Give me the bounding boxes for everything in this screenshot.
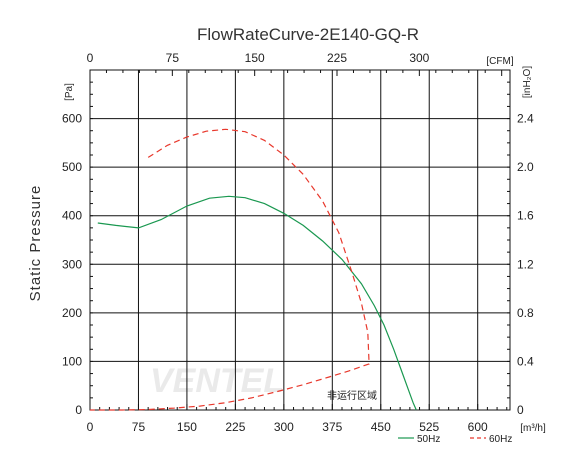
- x-tick-label-8: 600: [468, 420, 488, 434]
- x-tick-label-4: 300: [274, 420, 294, 434]
- x-tick-label-0: 0: [87, 420, 94, 434]
- x-tick-label-5: 375: [322, 420, 342, 434]
- x-tick-label-7: 525: [419, 420, 439, 434]
- x-top-tick-label-4: 300: [409, 51, 429, 65]
- x-top-tick-label-2: 150: [245, 51, 265, 65]
- x-tick-label-2: 150: [177, 420, 197, 434]
- series-layer: [90, 128, 417, 411]
- x-bottom-tick-labels: 0 75 150 225 300 375 450 525 600: [87, 420, 488, 434]
- minor-ticks: [89, 69, 510, 411]
- y-left-tick-label-6: 600: [62, 112, 82, 126]
- chart-title: FlowRateCurve-2E140-GQ-R: [197, 25, 419, 44]
- y-right-tick-label-5: 2.0: [517, 160, 534, 174]
- y-left-tick-label-3: 300: [62, 257, 82, 271]
- y-right-tick-label-1: 0.4: [517, 354, 534, 368]
- y-left-unit: [Pa]: [64, 83, 75, 101]
- x-bottom-unit: [m³/h]: [520, 423, 546, 434]
- watermark: VENTEL: [150, 362, 284, 400]
- x-tick-label-1: 75: [132, 420, 146, 434]
- y-left-tick-label-4: 400: [62, 209, 82, 223]
- x-top-unit: [CFM]: [486, 56, 513, 67]
- y-left-tick-label-5: 500: [62, 160, 82, 174]
- x-top-tick-labels: 0 75 150 225 300: [87, 51, 430, 65]
- plot-frame: [89, 69, 511, 411]
- y-left-tick-label-0: 0: [75, 403, 82, 417]
- x-tick-label-3: 225: [225, 420, 245, 434]
- x-tick-label-6: 450: [371, 420, 391, 434]
- y-right-tick-label-6: 2.4: [517, 112, 534, 126]
- y-right-tick-label-4: 1.6: [517, 209, 534, 223]
- series-line-50Hz: [97, 195, 417, 411]
- x-top-tick-label-0: 0: [87, 51, 94, 65]
- y-right-tick-label-2: 0.8: [517, 306, 534, 320]
- legend-label-50Hz: 50Hz: [417, 434, 440, 445]
- y-right-tick-label-3: 1.2: [517, 257, 534, 271]
- x-top-tick-label-3: 225: [327, 51, 347, 65]
- series-line-60Hz: [90, 128, 370, 411]
- watermark-text: VENTEL: [150, 362, 284, 400]
- y-right-tick-labels: 0 0.4 0.8 1.2 1.6 2.0 2.4: [517, 112, 534, 417]
- y-left-tick-labels: 0 100 200 300 400 500 600: [62, 112, 82, 417]
- non-operating-zone-label: 非运行区域: [327, 389, 377, 402]
- y-left-tick-label-2: 200: [62, 306, 82, 320]
- y-right-tick-label-0: 0: [517, 403, 524, 417]
- legend: 50Hz 60Hz: [398, 434, 512, 445]
- y-right-unit: [inH₂O]: [522, 66, 533, 98]
- x-top-tick-label-1: 75: [166, 51, 180, 65]
- legend-label-60Hz: 60Hz: [489, 434, 512, 445]
- grid: [90, 70, 510, 410]
- y-axis-label: Static Pressure: [27, 185, 44, 302]
- y-left-tick-label-1: 100: [62, 354, 82, 368]
